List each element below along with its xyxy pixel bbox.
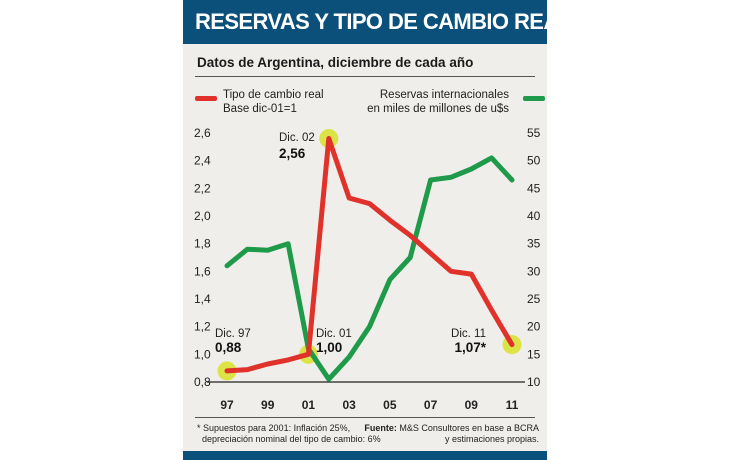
legend-swatch-reserves [523, 96, 545, 101]
x-tick-label: 97 [220, 398, 234, 412]
x-tick-label: 07 [424, 398, 438, 412]
right-tick-label: 30 [527, 264, 541, 278]
x-tick-label: 03 [342, 398, 356, 412]
x-tick-label: 99 [261, 398, 275, 412]
chart-svg: 2,6 2,4 2,2 2,0 1,8 1,6 1,4 1,2 1,0 0,8 55 50 45 40 3… [194, 126, 541, 412]
exchange-rate-line [224, 136, 515, 374]
header-bar: RESERVAS Y TIPO DE CAMBIO REAL [183, 0, 572, 44]
right-tick-label: 40 [527, 209, 541, 223]
left-tick-label: 1,4 [194, 292, 211, 306]
left-tick-label: 1,8 [194, 237, 211, 251]
footnote: * Supuestos para 2001: Inflación 25%, de… [197, 423, 381, 445]
left-tick-label: 1,6 [194, 264, 211, 278]
chart-title: RESERVAS Y TIPO DE CAMBIO REAL [195, 9, 572, 34]
legend-exchange-rate-line1: Tipo de cambio real [223, 89, 324, 101]
footer-bar [183, 451, 547, 460]
source-text-1: M&S Consultores en base a BCRA [399, 423, 539, 433]
footnote-line1: * Supuestos para 2001: Inflación 25%, [197, 423, 351, 433]
source-label: Fuente: [364, 423, 397, 433]
legend-reserves-line1: Reservas internacionales [379, 89, 509, 101]
right-tick-label: 45 [527, 181, 541, 195]
annotation-date: Dic. 97 [215, 328, 251, 340]
annotation-value: 2,56 [279, 146, 306, 161]
legend-reserves-line2: en miles de millones de u$s [367, 103, 509, 115]
annotation-date: Dic. 11 [451, 328, 486, 340]
right-tick-label: 25 [527, 292, 541, 306]
source-line1: Fuente: M&S Consultores en base a BCRA [364, 423, 539, 434]
x-tick-label: 09 [465, 398, 479, 412]
left-tick-label: 2,6 [194, 126, 211, 140]
x-tick-label: 05 [383, 398, 397, 412]
source-note: Fuente: M&S Consultores en base a BCRA y… [364, 423, 539, 445]
chart-panel: RESERVAS Y TIPO DE CAMBIO REAL Datos de … [183, 0, 572, 460]
right-tick-label: 20 [527, 320, 541, 334]
right-tick-label: 50 [527, 154, 541, 168]
annotation-value: 1,07* [454, 340, 486, 355]
left-tick-label: 1,0 [194, 347, 211, 361]
source-line2: y estimaciones propias. [444, 434, 539, 444]
footer-rule [195, 417, 535, 418]
legend-exchange-rate: Tipo de cambio real Base dic-01=1 [223, 88, 324, 116]
right-tick-label: 35 [527, 237, 541, 251]
annotation-value: 1,00 [316, 340, 342, 355]
legend-exchange-rate-line2: Base dic-01=1 [223, 103, 297, 115]
reserves-line [224, 155, 515, 382]
right-tick-label: 55 [527, 126, 541, 140]
left-tick-label: 2,4 [194, 154, 211, 168]
left-tick-label: 2,2 [194, 181, 211, 195]
right-tick-label: 10 [527, 375, 541, 389]
annotation-date: Dic. 01 [316, 328, 352, 340]
x-tick-label: 11 [506, 398, 519, 412]
legend-reserves: Reservas internacionales en miles de mil… [367, 88, 509, 116]
left-tick-label: 1,2 [194, 320, 211, 334]
left-tick-label: 2,0 [194, 209, 211, 223]
legend-swatch-exchange-rate [195, 96, 217, 101]
subtitle-rule [195, 76, 535, 77]
footnote-line2: depreciación nominal del tipo de cambio:… [202, 434, 381, 444]
annotation-date: Dic. 02 [279, 132, 315, 144]
right-tick-label: 15 [527, 347, 541, 361]
annotation-value: 0,88 [215, 340, 242, 355]
left-tick-label: 0,8 [194, 375, 211, 389]
x-tick-label: 01 [302, 398, 316, 412]
chart-subtitle: Datos de Argentina, diciembre de cada añ… [197, 55, 474, 70]
